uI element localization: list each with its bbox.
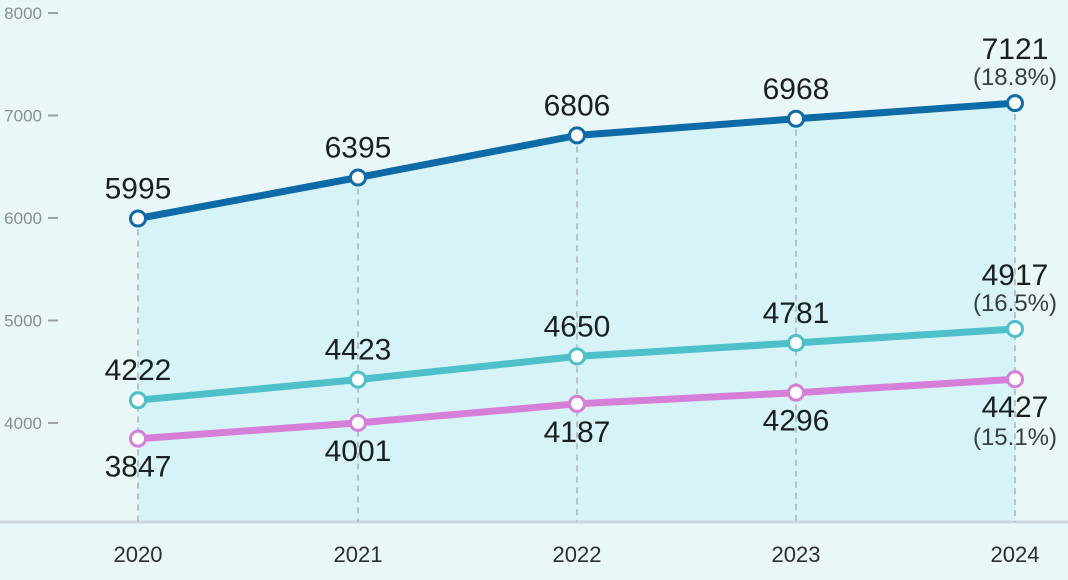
data-label: 3847 [105,451,172,484]
series-lines [129,94,1024,448]
data-label: 4296 [763,405,830,438]
percent-label: (18.8%) [973,64,1057,91]
y-tick-label: 4000 [4,414,42,433]
data-label: 4781 [763,297,830,330]
y-tick-label: 5000 [4,312,42,331]
data-point [129,429,147,448]
data-point [568,394,586,413]
data-label: 4423 [325,334,392,367]
data-point [787,109,805,128]
data-point [349,168,367,187]
data-label: 4001 [325,435,392,468]
data-label: 4917 [982,259,1049,292]
data-point [568,126,586,145]
y-tick-label: 6000 [4,209,42,228]
data-label: 4650 [544,310,611,343]
percent-label: (16.5%) [973,290,1057,317]
data-labels: 5995 6395 6806 6968 7121(18.8%) 4222 4423 4650 4… [105,33,1057,484]
data-point [129,209,147,228]
data-point [787,333,805,352]
data-point [1006,370,1024,389]
x-tick-label: 2020 [114,542,163,567]
data-point [1006,94,1024,113]
data-label: 7121 [982,33,1049,66]
data-label: 5995 [105,173,172,206]
x-tick-label: 2024 [991,542,1040,567]
y-tick-label: 7000 [4,107,42,126]
data-point [568,347,586,366]
data-label: 4187 [544,416,611,449]
data-point [1006,320,1024,339]
x-tick-label: 2022 [553,542,602,567]
data-label: 4222 [105,354,172,387]
data-point [349,370,367,389]
data-label: 6968 [763,73,830,106]
axes: 8000 7000 6000 5000 4000 2020 2021 2022 2023 2024 [0,4,1068,567]
data-label: 4427 [982,391,1049,424]
data-point [349,413,367,432]
data-label: 6395 [325,132,392,165]
percent-label: (15.1%) [973,424,1057,451]
data-point [129,391,147,410]
y-tick-label: 8000 [4,4,42,23]
x-tick-label: 2023 [772,542,821,567]
data-point [787,383,805,402]
data-label: 6806 [544,89,611,122]
x-tick-label: 2021 [334,542,383,567]
